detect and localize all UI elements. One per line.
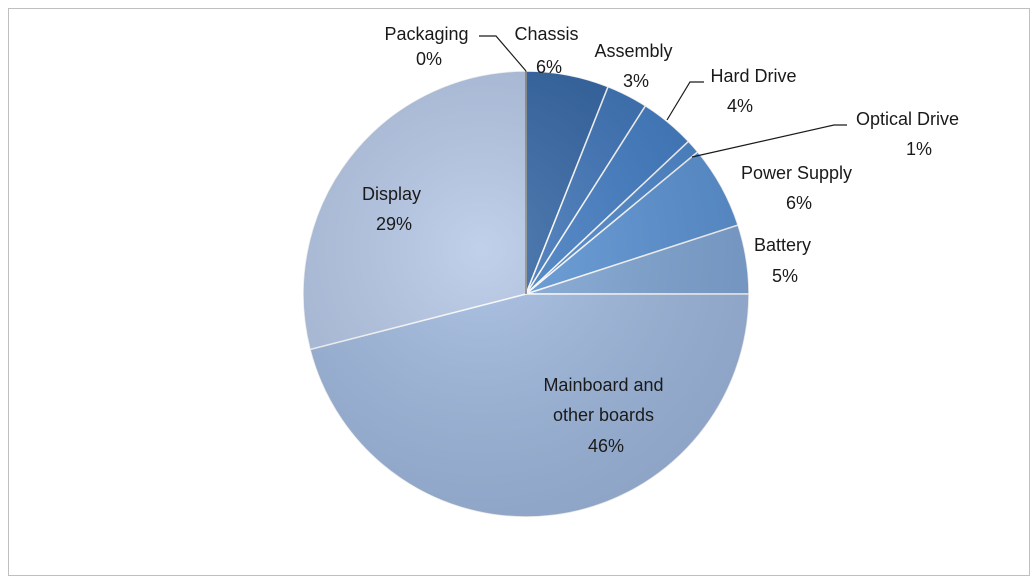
- label-display-value: 29%: [376, 214, 412, 234]
- label-assembly-value: 3%: [623, 71, 649, 91]
- leader-line-hard-drive: [666, 81, 704, 121]
- label-battery: Battery 5%: [754, 235, 816, 286]
- label-power-supply-name: Power Supply: [741, 163, 852, 183]
- chart-frame: Packaging 0% Chassis 6% Assembly 3% Hard…: [8, 8, 1030, 576]
- label-packaging: Packaging 0%: [384, 24, 473, 69]
- label-power-supply-value: 6%: [786, 193, 812, 213]
- label-hard-drive-name: Hard Drive: [710, 66, 796, 86]
- label-display: Display 29%: [362, 184, 426, 234]
- label-packaging-value: 0%: [416, 49, 442, 69]
- label-mainboard-name-line2: other boards: [553, 405, 654, 425]
- label-packaging-name: Packaging: [384, 24, 468, 44]
- label-optical-drive-value: 1%: [906, 139, 932, 159]
- label-assembly-name: Assembly: [594, 41, 672, 61]
- label-assembly: Assembly 3%: [594, 41, 677, 91]
- label-hard-drive: Hard Drive 4%: [710, 66, 801, 116]
- leader-line-optical-drive: [691, 124, 847, 158]
- label-optical-drive: Optical Drive 1%: [856, 109, 964, 159]
- label-mainboard: Mainboard and other boards 46%: [543, 375, 668, 456]
- label-chassis-value: 6%: [536, 57, 562, 77]
- label-optical-drive-name: Optical Drive: [856, 109, 959, 129]
- label-display-name: Display: [362, 184, 421, 204]
- label-power-supply: Power Supply 6%: [741, 163, 857, 213]
- pie-chart: Packaging 0% Chassis 6% Assembly 3% Hard…: [302, 24, 964, 518]
- label-chassis: Chassis 6%: [514, 24, 583, 77]
- label-hard-drive-value: 4%: [727, 96, 753, 116]
- label-battery-name: Battery: [754, 235, 811, 255]
- label-chassis-name: Chassis: [514, 24, 578, 44]
- label-mainboard-value: 46%: [588, 436, 624, 456]
- label-mainboard-name-line1: Mainboard and: [543, 375, 663, 395]
- leader-line-packaging: [479, 35, 527, 72]
- label-battery-value: 5%: [772, 266, 798, 286]
